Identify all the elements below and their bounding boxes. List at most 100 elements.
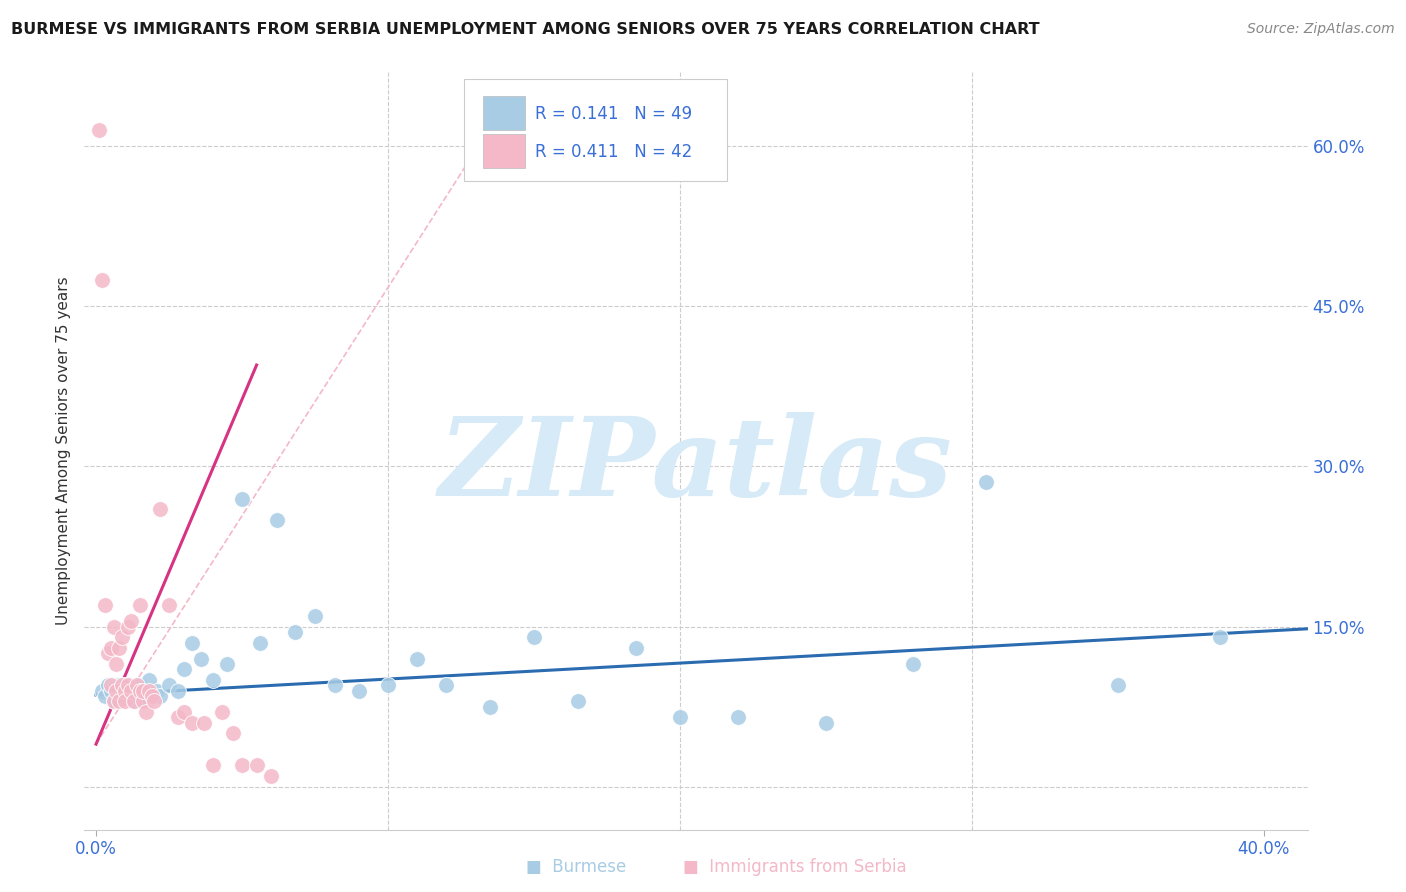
Point bbox=[90, 272, 112, 286]
Point bbox=[100, 683, 122, 698]
Point bbox=[105, 683, 128, 698]
Point bbox=[1209, 631, 1232, 645]
Point bbox=[111, 689, 134, 703]
Point bbox=[120, 683, 142, 698]
Text: ■  Burmese: ■ Burmese bbox=[526, 858, 627, 876]
Point bbox=[94, 689, 117, 703]
Point bbox=[222, 726, 245, 740]
Point bbox=[567, 694, 589, 708]
Point bbox=[94, 599, 117, 613]
Point bbox=[814, 715, 837, 730]
Text: BURMESE VS IMMIGRANTS FROM SERBIA UNEMPLOYMENT AMONG SENIORS OVER 75 YEARS CORRE: BURMESE VS IMMIGRANTS FROM SERBIA UNEMPL… bbox=[11, 22, 1040, 37]
Point bbox=[138, 673, 160, 687]
Point bbox=[122, 694, 145, 708]
Point bbox=[283, 625, 305, 640]
Point bbox=[132, 689, 155, 703]
Y-axis label: Unemployment Among Seniors over 75 years: Unemployment Among Seniors over 75 years bbox=[56, 277, 72, 624]
Point bbox=[128, 678, 150, 692]
Point bbox=[181, 715, 204, 730]
Point bbox=[117, 689, 139, 703]
Point bbox=[108, 640, 131, 655]
Point bbox=[114, 683, 136, 698]
Point bbox=[114, 678, 136, 692]
Point bbox=[141, 689, 163, 703]
Point bbox=[103, 694, 125, 708]
Point bbox=[624, 640, 647, 655]
Point bbox=[347, 683, 370, 698]
Point bbox=[120, 683, 142, 698]
Text: Source: ZipAtlas.com: Source: ZipAtlas.com bbox=[1247, 22, 1395, 37]
Text: ■  Immigrants from Serbia: ■ Immigrants from Serbia bbox=[682, 858, 907, 876]
Point bbox=[325, 678, 347, 692]
Point bbox=[727, 710, 749, 724]
Point bbox=[108, 694, 131, 708]
Point bbox=[406, 651, 429, 665]
Point bbox=[100, 678, 122, 692]
Point bbox=[105, 678, 128, 692]
Point bbox=[128, 683, 150, 698]
Point bbox=[135, 705, 157, 719]
Point bbox=[903, 657, 925, 671]
Point bbox=[138, 683, 160, 698]
Point bbox=[260, 769, 283, 783]
Point bbox=[157, 599, 180, 613]
Point bbox=[143, 689, 166, 703]
Point bbox=[149, 502, 172, 516]
Point bbox=[149, 689, 172, 703]
Point bbox=[201, 673, 224, 687]
Point bbox=[108, 678, 131, 692]
Text: ZIPatlas: ZIPatlas bbox=[439, 412, 953, 519]
Text: R = 0.141   N = 49: R = 0.141 N = 49 bbox=[534, 105, 692, 123]
FancyBboxPatch shape bbox=[464, 79, 727, 181]
Point bbox=[90, 683, 112, 698]
Point bbox=[103, 694, 125, 708]
Point bbox=[211, 705, 233, 719]
FancyBboxPatch shape bbox=[484, 135, 524, 168]
Point bbox=[100, 640, 122, 655]
Point bbox=[173, 705, 195, 719]
Point bbox=[157, 678, 180, 692]
Point bbox=[125, 678, 148, 692]
Point bbox=[103, 620, 125, 634]
Text: R = 0.411   N = 42: R = 0.411 N = 42 bbox=[534, 143, 692, 161]
Point bbox=[111, 678, 134, 692]
Point bbox=[166, 683, 188, 698]
Point bbox=[523, 631, 546, 645]
Point bbox=[114, 694, 136, 708]
Point bbox=[117, 678, 139, 692]
Point bbox=[120, 615, 142, 629]
Point bbox=[479, 699, 502, 714]
Point bbox=[146, 683, 169, 698]
Point bbox=[217, 657, 239, 671]
Point bbox=[87, 123, 110, 137]
Point bbox=[304, 609, 326, 624]
Point bbox=[111, 631, 134, 645]
Point bbox=[249, 635, 271, 649]
FancyBboxPatch shape bbox=[484, 96, 524, 129]
Point bbox=[266, 513, 288, 527]
Point bbox=[246, 758, 269, 772]
Point bbox=[377, 678, 399, 692]
Point bbox=[231, 491, 253, 506]
Point bbox=[105, 657, 128, 671]
Point bbox=[97, 678, 120, 692]
Point bbox=[1107, 678, 1129, 692]
Point bbox=[669, 710, 692, 724]
Point bbox=[201, 758, 224, 772]
Point bbox=[976, 475, 998, 490]
Point bbox=[135, 694, 157, 708]
Point bbox=[173, 662, 195, 676]
Point bbox=[190, 651, 212, 665]
Point bbox=[166, 710, 188, 724]
Point bbox=[125, 689, 148, 703]
Point bbox=[132, 683, 155, 698]
Point bbox=[122, 694, 145, 708]
Point bbox=[143, 694, 166, 708]
Point bbox=[141, 689, 163, 703]
Point bbox=[117, 620, 139, 634]
Point bbox=[231, 758, 253, 772]
Point bbox=[181, 635, 204, 649]
Point bbox=[193, 715, 215, 730]
Point bbox=[128, 599, 150, 613]
Point bbox=[434, 678, 457, 692]
